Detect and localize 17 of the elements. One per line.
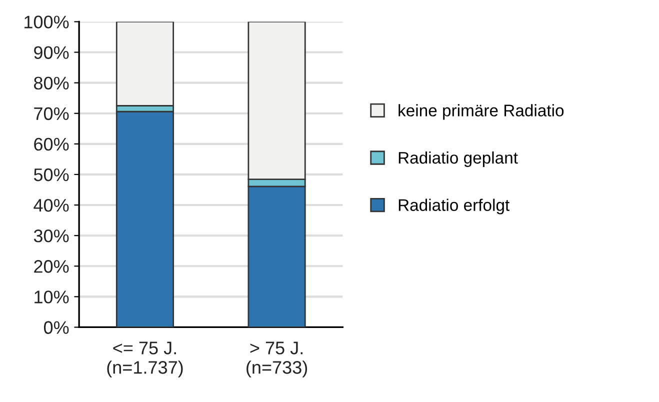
legend-label: Radiatio erfolgt xyxy=(398,198,510,214)
y-tick-label: 80% xyxy=(34,76,69,90)
y-tick-label: 10% xyxy=(34,290,69,304)
legend-label: Radiatio geplant xyxy=(398,151,518,168)
x-tick-label: > 75 J. (n=733) xyxy=(246,342,308,378)
y-tick-label: 90% xyxy=(34,46,69,59)
y-tick-label: 30% xyxy=(34,230,69,242)
y-tick-label: 20% xyxy=(34,260,69,273)
y-tick-label: 40% xyxy=(34,198,69,212)
legend-label: keine primäre Radiatio xyxy=(398,104,564,120)
y-tick-label: 0% xyxy=(44,321,69,334)
y-tick-label: 60% xyxy=(34,138,69,151)
y-tick-label: 50% xyxy=(34,168,69,182)
y-tick-label: 100% xyxy=(24,16,69,28)
bar xyxy=(116,110,174,328)
y-tick-label: 70% xyxy=(34,107,69,120)
x-tick-label: <= 75 J. (n=1.737) xyxy=(107,342,183,378)
